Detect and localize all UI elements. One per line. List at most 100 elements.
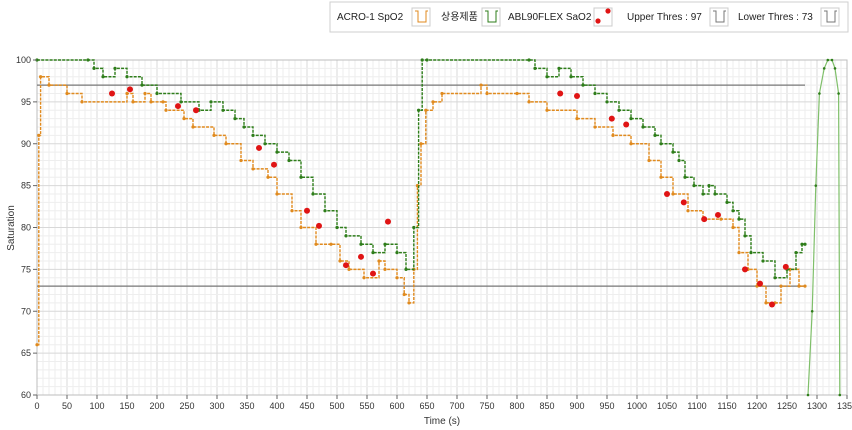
series-point-ref <box>701 192 705 196</box>
red-marker-swatch-icon <box>593 7 613 27</box>
series-point-ref <box>412 225 416 230</box>
series-line-spo2 <box>37 76 805 346</box>
sao2-marker <box>782 263 789 270</box>
series-point-ref <box>800 242 804 246</box>
series-point-spo2 <box>143 91 147 96</box>
series-point-spo2 <box>383 267 387 271</box>
series-point-spo2 <box>164 108 168 112</box>
series-point-spo2 <box>797 284 801 288</box>
x-tick-label: 200 <box>149 401 164 411</box>
sao2-marker <box>271 161 277 168</box>
series-point-ref <box>731 209 735 213</box>
y-tick-label: 75 <box>21 264 31 274</box>
sao2-marker <box>701 216 708 223</box>
x-tick-label: 500 <box>329 401 344 411</box>
sao2-marker <box>343 262 349 269</box>
series-point-ref <box>671 150 675 154</box>
series-point-ref <box>92 66 96 70</box>
sao2-marker <box>742 266 748 273</box>
sao2-marker <box>304 207 310 214</box>
y-tick-label: 90 <box>21 139 31 149</box>
y-tick-label: 65 <box>21 348 31 358</box>
y-axis-ticks: 60 65 70 75 80 85 90 95 100 <box>16 55 37 400</box>
series-point-ref <box>420 58 424 62</box>
sao2-marker <box>109 90 115 97</box>
series-point-spo2 <box>314 242 318 246</box>
series-point-spo2 <box>527 100 531 104</box>
series-point-ref <box>140 83 144 87</box>
series-point-ref <box>773 276 777 280</box>
series-point-spo2 <box>239 158 243 163</box>
series-point-ref <box>86 58 90 62</box>
series-layer <box>35 58 842 397</box>
series-point-spo2 <box>338 259 342 263</box>
series-point-ref <box>251 133 255 137</box>
series-point-ref <box>761 259 765 263</box>
series-point-spo2 <box>479 83 483 87</box>
series-point-ref <box>749 251 753 255</box>
x-tick-label: 1250 <box>777 401 797 411</box>
sao2-marker <box>715 211 721 218</box>
sao2-marker <box>757 280 763 287</box>
series-point-ref <box>737 217 741 221</box>
series-point-ref <box>383 242 387 246</box>
series-point-spo2 <box>80 100 84 104</box>
series-point-ref <box>113 66 117 70</box>
series-point-spo2 <box>149 100 153 104</box>
gray-step-swatch-icon <box>709 7 729 27</box>
x-tick-label: 0 <box>34 401 39 411</box>
x-axis-ticks: 0 50 100 150 200 250 300 350 400 450 500 550 600 650 7… <box>34 395 852 411</box>
series-point-ref-recovery <box>838 393 842 397</box>
series-point-ref <box>605 100 609 104</box>
series-point-ref <box>743 234 747 238</box>
series-point-spo2 <box>224 142 228 146</box>
legend-label-upper: Upper Thres : 97 <box>627 12 702 23</box>
sao2-marker <box>623 121 630 128</box>
series-point-spo2 <box>377 259 381 263</box>
series-point-spo2 <box>37 133 41 137</box>
series-point-ref <box>425 58 429 62</box>
sao2-marker <box>557 90 564 97</box>
sao2-marker <box>385 218 391 225</box>
legend-label-lower: Lower Thres : 73 <box>738 12 813 23</box>
series-point-spo2 <box>182 117 186 121</box>
series-point-ref <box>617 108 621 112</box>
series-point-spo2 <box>593 125 597 129</box>
series-point-ref <box>359 242 363 246</box>
x-tick-label: 600 <box>389 401 404 411</box>
series-point-ref <box>569 75 573 79</box>
sao2-marker <box>127 86 133 93</box>
x-tick-label: 450 <box>299 401 314 411</box>
x-tick-label: 650 <box>419 401 434 411</box>
series-point-ref <box>311 192 315 196</box>
y-tick-label: 100 <box>16 55 31 65</box>
sao2-markers <box>109 86 789 308</box>
series-point-ref-recovery <box>830 58 834 62</box>
series-point-ref <box>641 125 645 129</box>
series-point-spo2 <box>686 209 690 213</box>
series-point-ref <box>275 150 279 154</box>
series-point-spo2 <box>659 175 663 179</box>
series-point-ref <box>692 184 696 188</box>
y-tick-label: 80 <box>21 223 31 233</box>
x-tick-label: 750 <box>479 401 494 411</box>
legend: ACRO-1 SpO2 상용제품 ABL90FLEX SaO2 Upper Th… <box>329 1 849 33</box>
x-tick-label: 1000 <box>627 401 647 411</box>
series-point-ref <box>581 83 585 87</box>
gray-step-swatch-icon <box>820 7 840 27</box>
series-point-spo2 <box>419 142 423 146</box>
x-tick-label: 1200 <box>747 401 767 411</box>
series-point-spo2 <box>407 301 411 305</box>
sao2-marker <box>358 253 364 260</box>
x-tick-label: 1150 <box>717 401 736 411</box>
series-point-spo2 <box>395 276 399 280</box>
x-tick-label: 300 <box>209 401 224 411</box>
series-point-spo2 <box>485 91 489 96</box>
series-point-ref <box>125 75 129 79</box>
series-point-spo2 <box>125 91 129 96</box>
series-point-spo2 <box>290 209 294 213</box>
series-point-ref <box>533 66 537 70</box>
series-point-ref <box>371 251 375 255</box>
